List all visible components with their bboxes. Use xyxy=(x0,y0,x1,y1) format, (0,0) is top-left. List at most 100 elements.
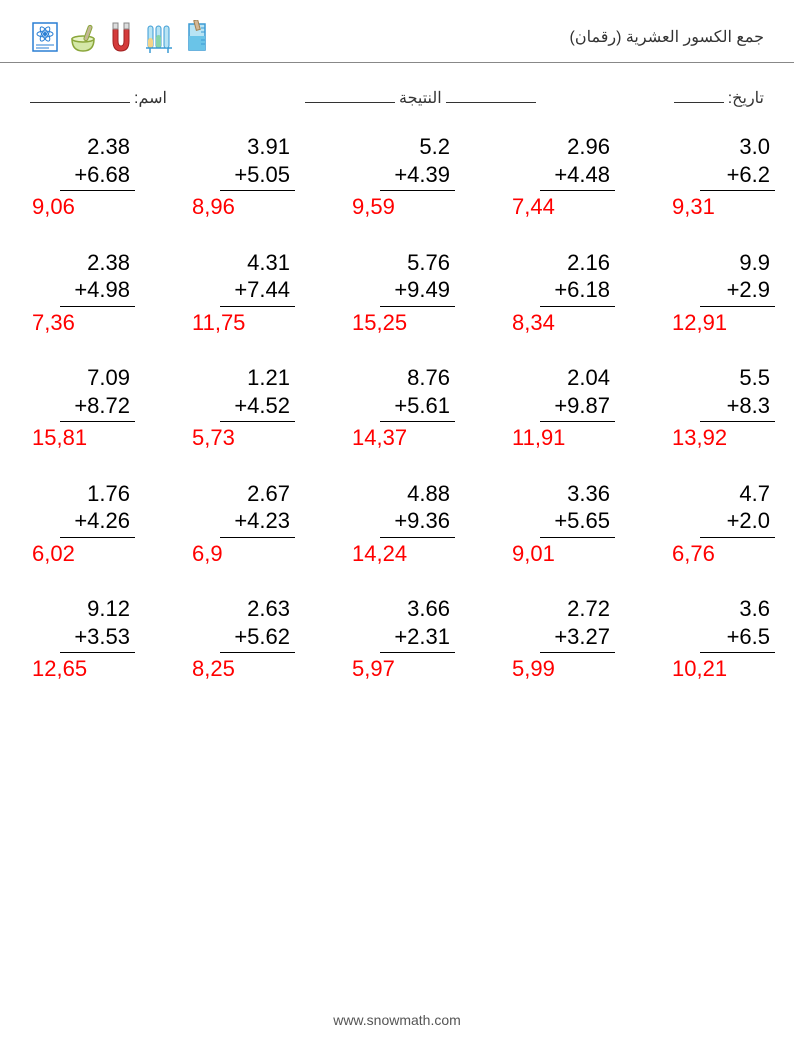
addend-bottom: +5.05 xyxy=(190,161,350,189)
score-blank-right xyxy=(305,88,395,103)
addition-problem: 5.5+8.313,92 xyxy=(670,364,794,452)
addend-bottom: +4.39 xyxy=(350,161,510,189)
sum-rule xyxy=(540,537,615,538)
sum-rule xyxy=(700,421,775,422)
footer-url: www.snowmath.com xyxy=(0,1012,794,1028)
answer-value: 12,65 xyxy=(30,655,190,683)
addend-top: 3.91 xyxy=(190,133,350,161)
worksheet-page: جمع الكسور العشرية (رقمان) تاريخ: النتيج… xyxy=(0,0,794,1053)
sum-rule xyxy=(60,190,135,191)
addition-problem: 7.09+8.7215,81 xyxy=(30,364,190,452)
addend-bottom: +9.36 xyxy=(350,507,510,535)
answer-value: 9,59 xyxy=(350,193,510,221)
addend-top: 9.9 xyxy=(670,249,794,277)
sum-rule xyxy=(540,190,615,191)
problem-row: 2.38+6.689,063.91+5.058,965.2+4.399,592.… xyxy=(30,133,794,221)
sum-rule xyxy=(60,537,135,538)
addend-bottom: +4.23 xyxy=(190,507,350,535)
answer-value: 8,96 xyxy=(190,193,350,221)
addend-bottom: +7.44 xyxy=(190,276,350,304)
beaker-icon xyxy=(182,20,212,54)
addend-top: 3.6 xyxy=(670,595,794,623)
answer-value: 10,21 xyxy=(670,655,794,683)
addend-top: 2.67 xyxy=(190,480,350,508)
addend-top: 1.76 xyxy=(30,480,190,508)
addend-top: 2.38 xyxy=(30,249,190,277)
sum-rule xyxy=(380,306,455,307)
problem-row: 9.12+3.5312,652.63+5.628,253.66+2.315,97… xyxy=(30,595,794,683)
addend-top: 2.16 xyxy=(510,249,670,277)
addend-top: 4.88 xyxy=(350,480,510,508)
addend-bottom: +4.98 xyxy=(30,276,190,304)
addition-problem: 2.38+4.98 7,36 xyxy=(30,249,190,337)
answer-value: 9,01 xyxy=(510,540,670,568)
sum-rule xyxy=(380,652,455,653)
date-field: تاريخ: xyxy=(674,88,764,108)
addend-top: 8.76 xyxy=(350,364,510,392)
addend-top: 9.12 xyxy=(30,595,190,623)
date-blank xyxy=(674,88,724,103)
name-field: اسم: xyxy=(30,88,167,108)
sum-rule xyxy=(380,190,455,191)
addition-problem: 5.76+9.4915,25 xyxy=(350,249,510,337)
answer-value: 6,9 xyxy=(190,540,350,568)
score-field: النتيجة xyxy=(305,88,536,108)
addition-problem: 3.91+5.05 8,96 xyxy=(190,133,350,221)
addition-problem: 2.72+3.275,99 xyxy=(510,595,670,683)
addition-problem: 5.2+4.39 9,59 xyxy=(350,133,510,221)
subject-icons xyxy=(30,20,212,54)
addend-bottom: +6.68 xyxy=(30,161,190,189)
sum-rule xyxy=(60,306,135,307)
answer-value: 7,36 xyxy=(30,309,190,337)
sum-rule xyxy=(540,652,615,653)
addition-problem: 4.31+7.4411,75 xyxy=(190,249,350,337)
addition-problem: 2.96+4.48 7,44 xyxy=(510,133,670,221)
addend-bottom: +2.9 xyxy=(670,276,794,304)
addition-problem: 3.36+5.659,01 xyxy=(510,480,670,568)
sum-rule xyxy=(700,537,775,538)
addend-top: 2.96 xyxy=(510,133,670,161)
name-blank xyxy=(30,88,130,103)
answer-value: 14,24 xyxy=(350,540,510,568)
info-row: تاريخ: النتيجة اسم: xyxy=(0,73,794,133)
addition-problem: 3.6+6.510,21 xyxy=(670,595,794,683)
sum-rule xyxy=(60,652,135,653)
answer-value: 5,97 xyxy=(350,655,510,683)
answer-value: 8,34 xyxy=(510,309,670,337)
header-bar: جمع الكسور العشرية (رقمان) xyxy=(0,20,794,63)
addition-problem: 4.88+9.36 14,24 xyxy=(350,480,510,568)
date-label: تاريخ: xyxy=(728,88,764,108)
addition-problem: 1.21+4.525,73 xyxy=(190,364,350,452)
addend-bottom: +3.27 xyxy=(510,623,670,651)
addition-problem: 2.67+4.23 6,9 xyxy=(190,480,350,568)
sum-rule xyxy=(540,306,615,307)
addition-problem: 9.12+3.5312,65 xyxy=(30,595,190,683)
addend-bottom: +2.31 xyxy=(350,623,510,651)
addend-bottom: +5.65 xyxy=(510,507,670,535)
addend-bottom: +4.48 xyxy=(510,161,670,189)
sum-rule xyxy=(60,421,135,422)
addend-top: 2.04 xyxy=(510,364,670,392)
answer-value: 6,02 xyxy=(30,540,190,568)
answer-value: 15,25 xyxy=(350,309,510,337)
answer-value: 11,75 xyxy=(190,309,350,337)
sum-rule xyxy=(700,306,775,307)
addition-problem: 9.9+2.912,91 xyxy=(670,249,794,337)
addition-problem: 2.38+6.689,06 xyxy=(30,133,190,221)
problem-row: 7.09+8.7215,811.21+4.525,738.76+5.6114,3… xyxy=(30,364,794,452)
sum-rule xyxy=(220,537,295,538)
addend-bottom: +6.18 xyxy=(510,276,670,304)
sum-rule xyxy=(220,652,295,653)
addition-problem: 2.04+9.8711,91 xyxy=(510,364,670,452)
answer-value: 15,81 xyxy=(30,424,190,452)
addend-top: 3.66 xyxy=(350,595,510,623)
answer-value: 5,99 xyxy=(510,655,670,683)
sum-rule xyxy=(540,421,615,422)
addition-problem: 3.66+2.31 5,97 xyxy=(350,595,510,683)
sum-rule xyxy=(220,306,295,307)
addition-problem: 4.7+2.06,76 xyxy=(670,480,794,568)
answer-value: 7,44 xyxy=(510,193,670,221)
answer-value: 13,92 xyxy=(670,424,794,452)
problems-grid: 2.38+6.689,063.91+5.058,965.2+4.399,592.… xyxy=(0,133,794,683)
addend-top: 5.2 xyxy=(350,133,510,161)
